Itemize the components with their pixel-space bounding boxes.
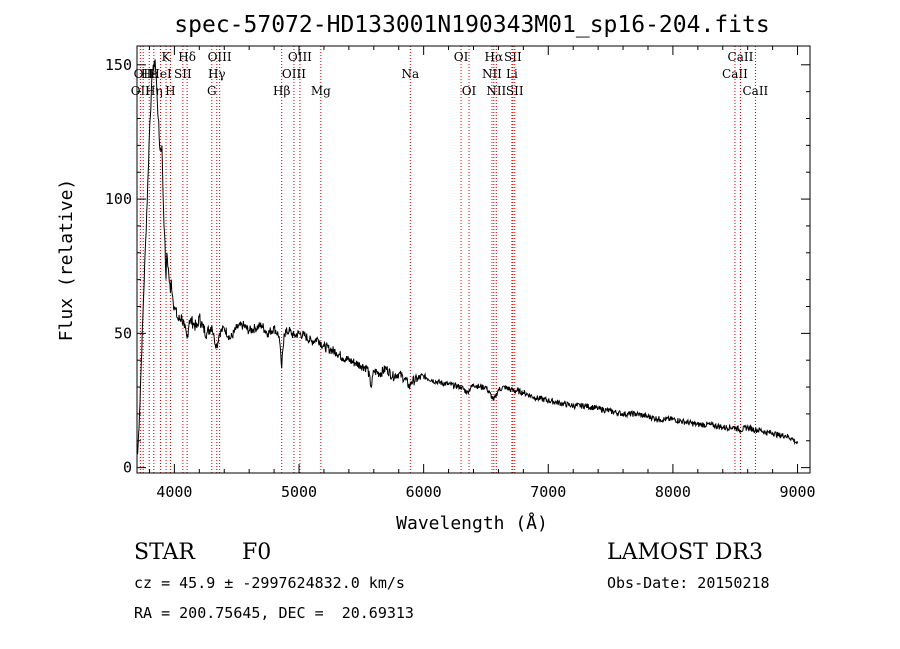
line-marker-label: OII — [131, 84, 151, 98]
line-marker-label: NII — [486, 84, 506, 98]
line-marker-label: SII — [506, 84, 524, 98]
y-axis-label: Flux (relative) — [56, 179, 77, 342]
line-marker-label: Mg — [311, 84, 331, 98]
coordinates: RA = 200.75645, DEC = 20.69313 — [134, 604, 414, 622]
y-tick-label: 50 — [114, 324, 132, 342]
x-tick-label: 4000 — [156, 483, 192, 501]
line-marker-label: OII — [134, 67, 154, 81]
line-marker-label: SII — [504, 50, 522, 64]
x-tick-label: 8000 — [655, 483, 691, 501]
line-marker-label: Hα — [485, 50, 504, 64]
line-marker-label: OIII — [208, 50, 232, 64]
spectrum-series-line — [137, 59, 798, 455]
x-tick-label: 6000 — [406, 483, 442, 501]
line-marker-label: CaII — [742, 84, 768, 98]
line-marker-label: OI — [462, 84, 477, 98]
spectral-subclass: F0 — [242, 540, 272, 565]
object-class: STAR — [134, 540, 195, 565]
x-tick-label: 9000 — [779, 483, 815, 501]
x-axis-label: Wavelength (Å) — [396, 512, 548, 534]
x-tick-label: 7000 — [530, 483, 566, 501]
line-marker-label: G — [207, 84, 217, 98]
redshift-line: cz = 45.9 ± -2997624832.0 km/s — [134, 574, 405, 592]
y-tick-label: 0 — [123, 459, 132, 477]
line-marker-label: Na — [401, 67, 419, 81]
line-marker-label: Hδ — [178, 50, 196, 64]
plot-frame — [136, 45, 811, 474]
obs-date: Obs-Date: 20150218 — [607, 574, 770, 592]
line-marker-label: CaII — [722, 67, 748, 81]
line-marker-label: Li — [506, 67, 518, 81]
line-marker-label: OI — [454, 50, 469, 64]
line-marker-label: Hη — [145, 84, 163, 98]
axes: 4000 5000 6000 7000 8000 9000 0 50 100 150 — [105, 46, 816, 501]
y-tick-label: 100 — [105, 190, 132, 208]
line-marker-label: Hγ — [208, 67, 226, 81]
line-marker-label: K — [162, 50, 172, 64]
line-marker-label: NII — [482, 67, 502, 81]
line-marker-label: Hβ — [273, 84, 290, 98]
spectral-line-markers: OIIOIIHεHηHeIKHSIIHδGHγOIIIHβOIIIOIIIMgN… — [131, 46, 769, 473]
line-marker-label: OIII — [288, 50, 312, 64]
survey-name: LAMOST DR3 — [607, 540, 763, 565]
line-marker-label: CaII — [728, 50, 754, 64]
chart-title: spec-57072-HD133001N190343M01_sp16-204.f… — [174, 12, 769, 38]
line-marker-label: SII — [174, 67, 192, 81]
y-tick-label: 150 — [105, 56, 132, 74]
line-marker-label: H — [165, 84, 175, 98]
x-tick-label: 5000 — [281, 483, 317, 501]
line-marker-label: OIII — [282, 67, 306, 81]
